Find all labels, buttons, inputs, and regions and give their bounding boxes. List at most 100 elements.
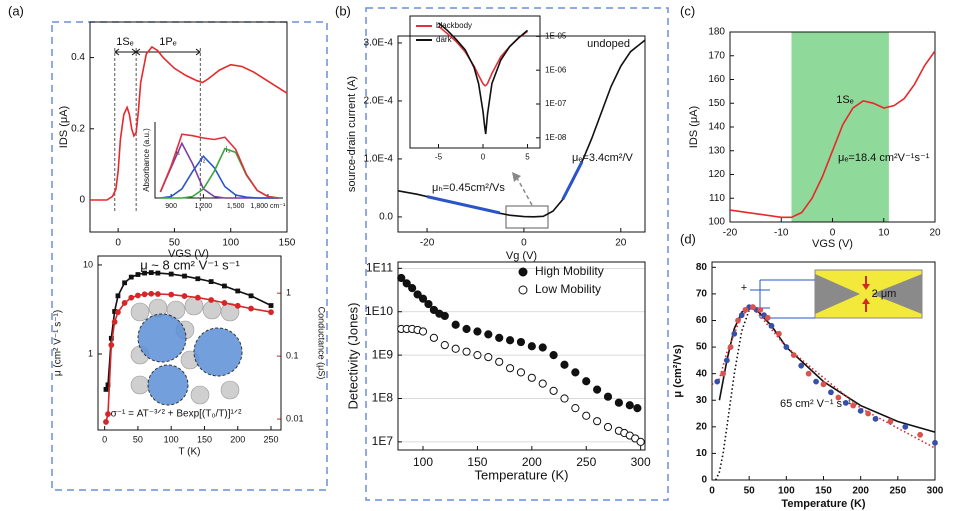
x-tick-label: 0	[102, 434, 107, 444]
data-point	[625, 401, 634, 410]
data-point	[135, 272, 141, 277]
data-point	[731, 330, 738, 337]
data-point	[418, 327, 428, 336]
data-point	[495, 333, 504, 342]
annotation: +	[741, 282, 747, 294]
data-point	[603, 392, 613, 401]
data-point	[429, 305, 439, 315]
nanocrystal-illustration	[130, 296, 243, 406]
y-tick-label: 60	[696, 315, 708, 326]
y2-tick-label: 0.1	[286, 351, 299, 361]
y-axis-label: Detectivity (Jones)	[345, 303, 360, 410]
x-axis-label: VGS (V)	[168, 248, 209, 260]
series-line	[711, 306, 936, 449]
data-point	[115, 293, 121, 299]
data-point	[234, 302, 241, 309]
data-point	[128, 274, 134, 280]
x-tick-label: 200	[230, 434, 245, 444]
data-point	[402, 279, 411, 288]
x-tick-label: 0	[481, 152, 486, 161]
series-line	[426, 195, 501, 215]
data-point	[103, 387, 109, 392]
data-point	[571, 404, 580, 413]
plot-frame	[397, 35, 646, 233]
x-tick-label: 100	[222, 238, 239, 249]
annotation: σ⁻¹ = AT⁻³ᐟ² + Bexp[(T₀/T)]¹ᐟ²	[111, 409, 243, 420]
data-point	[181, 293, 188, 299]
y-tick-label: 10	[83, 259, 93, 269]
y-tick-label: 1E-08	[545, 133, 567, 142]
y-tick-label: 20	[696, 421, 708, 432]
x-tick-label: 50	[169, 238, 181, 249]
data-point	[155, 270, 161, 276]
y-tick-label: 170	[708, 50, 725, 61]
x-tick-label: 50	[133, 434, 143, 444]
data-point	[440, 341, 449, 350]
annotation: μₑ=18.4 cm²V⁻¹s⁻¹	[838, 152, 930, 164]
panel-label: (b)	[335, 3, 351, 18]
data-point	[633, 404, 642, 413]
series-line	[159, 141, 279, 199]
x-tick-label: 200	[852, 486, 869, 497]
y-axis-label: IDS (μA)	[688, 106, 700, 148]
x-tick-label: 20	[615, 238, 627, 249]
data-point	[105, 382, 111, 388]
data-point	[727, 344, 734, 350]
data-point	[484, 352, 493, 362]
legend-label: High Mobility	[535, 264, 604, 278]
series-line	[159, 133, 279, 199]
y-tick-label: 1E9	[372, 347, 394, 361]
data-point	[768, 322, 775, 329]
y-tick-label: 0.4	[71, 52, 85, 63]
y-tick-label: 70	[696, 289, 708, 300]
x-axis-label: Vg (V)	[506, 250, 537, 262]
y-tick-label: 1E-06	[545, 65, 567, 74]
y-tick-label: 0.2	[71, 123, 85, 134]
data-point	[505, 364, 515, 373]
data-point	[742, 306, 749, 313]
y-tick-label: 1.0E-4	[364, 154, 394, 165]
data-point	[820, 381, 827, 388]
panel-frame	[365, 7, 669, 501]
data-point	[424, 299, 433, 309]
x-axis-label: T (K)	[178, 447, 200, 458]
data-point	[168, 291, 175, 298]
data-point	[850, 402, 857, 409]
data-point	[764, 314, 771, 321]
x-tick-label: 1,200	[195, 203, 213, 210]
x-tick-label: 150	[467, 455, 487, 469]
data-point	[549, 351, 558, 360]
data-point	[828, 389, 834, 396]
data-point	[418, 294, 428, 303]
data-point	[105, 411, 111, 417]
annotation: 2 μm	[872, 288, 897, 300]
x-tick-label: 250	[264, 434, 279, 444]
data-point	[582, 411, 591, 420]
data-point	[194, 294, 201, 301]
y-tick-label: 40	[696, 368, 708, 379]
annotation: μₑ=3.4cm²/V	[572, 152, 634, 164]
data-point	[549, 386, 558, 395]
y-tick-label: 10	[696, 448, 708, 459]
data-point	[154, 291, 161, 297]
y-tick-label: 1E8	[372, 391, 394, 405]
data-point	[115, 309, 121, 316]
y-tick-label: 100	[708, 217, 725, 228]
x-tick-label: 150	[815, 486, 832, 497]
data-point	[714, 378, 721, 385]
x-tick-label: 0	[115, 238, 121, 249]
y-tick-label: 150	[708, 98, 725, 109]
data-point	[451, 344, 460, 353]
data-point	[484, 330, 493, 339]
series-line	[160, 154, 279, 199]
data-point	[798, 362, 805, 369]
data-point	[148, 290, 155, 297]
x-tick-label: 150	[197, 434, 212, 444]
x-tick-label: 50	[744, 486, 756, 497]
series-line	[437, 22, 529, 135]
data-point	[560, 360, 569, 369]
zoom-indicator	[505, 172, 549, 229]
x-tick-label: 150	[279, 238, 296, 249]
y2-axis-label: Conductance (μS)	[317, 307, 327, 380]
y-tick-label: 80	[696, 262, 708, 273]
